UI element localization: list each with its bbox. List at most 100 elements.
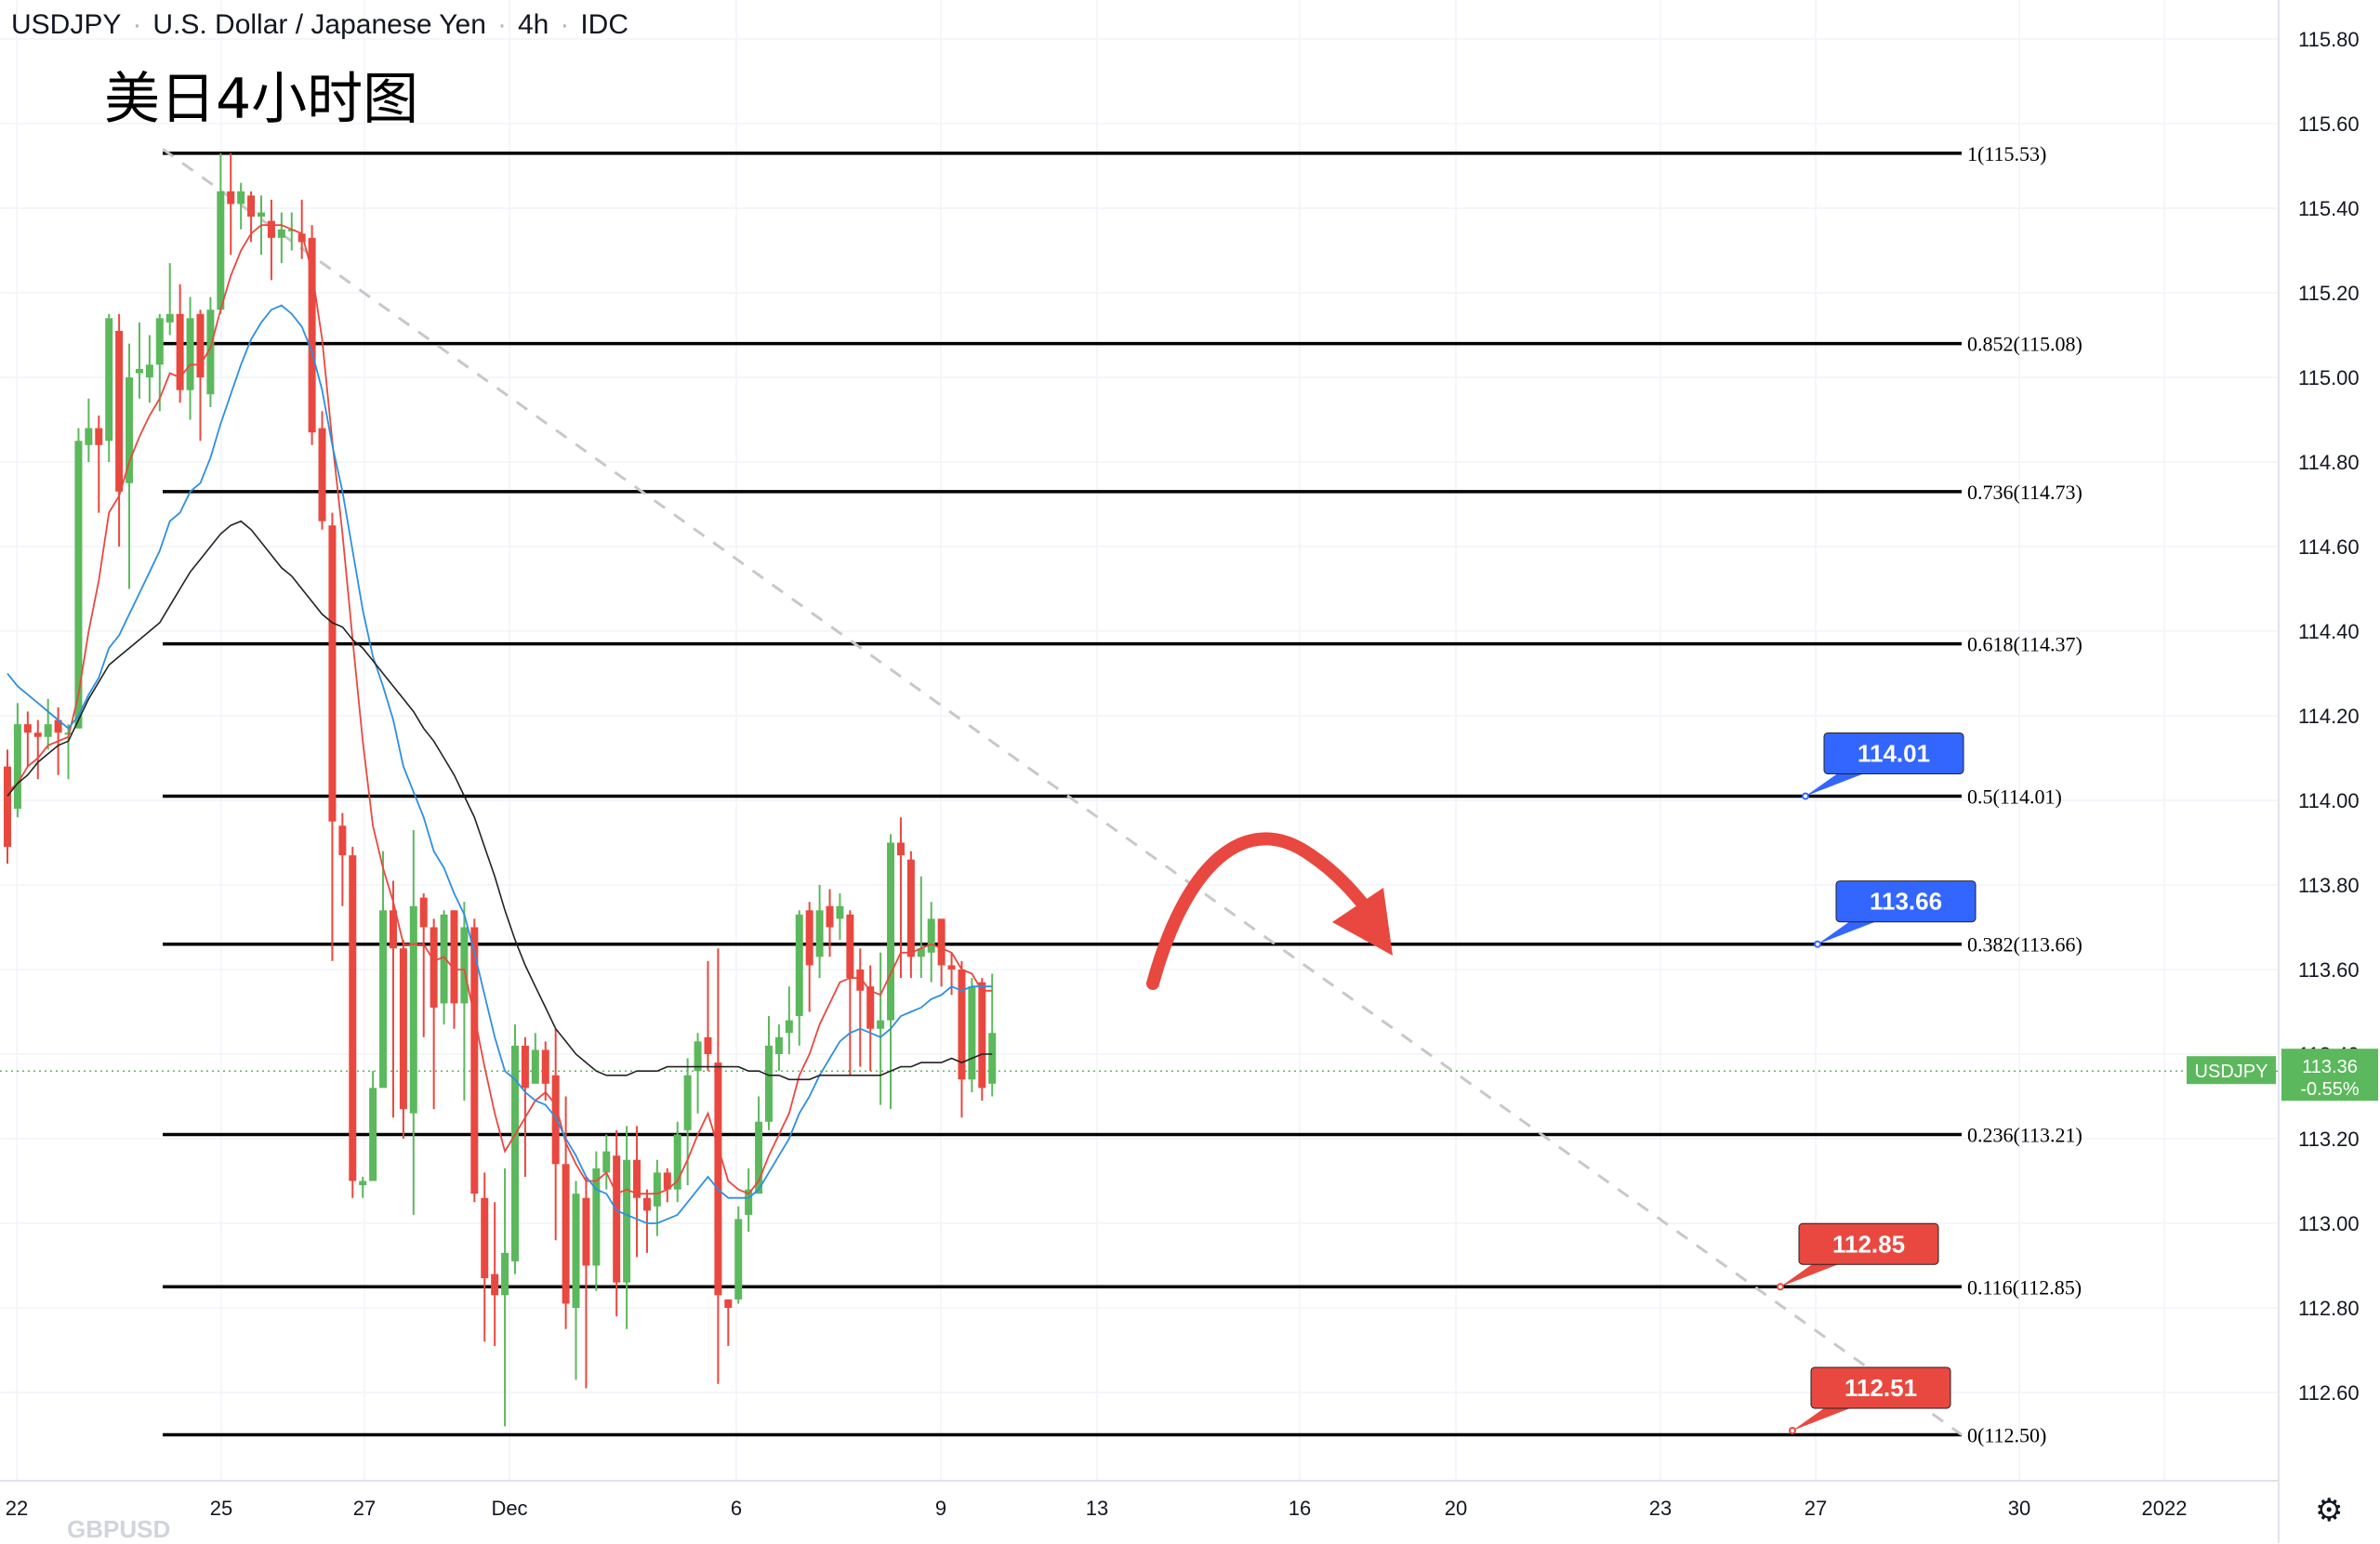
y-axis-border	[2278, 0, 2280, 1543]
price-callout[interactable]: 112.51	[1789, 1366, 1951, 1434]
candle	[277, 212, 285, 264]
price-callout[interactable]: 112.85	[1777, 1222, 1939, 1291]
time-tick-label: 22	[6, 1497, 28, 1520]
candle-body	[877, 1020, 885, 1029]
candle-body	[805, 910, 813, 966]
candle	[562, 1096, 570, 1329]
candle	[511, 1024, 519, 1274]
candle	[551, 1028, 560, 1241]
candle-body	[541, 1049, 549, 1084]
candle	[145, 335, 153, 403]
time-tick-label: Dec	[491, 1497, 527, 1520]
callout-box	[1835, 880, 1977, 923]
candle-body	[836, 905, 844, 919]
candle-body	[298, 233, 306, 243]
candle	[227, 152, 235, 256]
callout-anchor	[1789, 1426, 1796, 1434]
gear-icon[interactable]: ⚙	[2315, 1492, 2344, 1529]
candle-body	[582, 1197, 590, 1266]
candle	[33, 719, 42, 780]
candle-body	[206, 310, 215, 395]
exchange-label: IDC	[580, 9, 628, 40]
time-tick-label: 16	[1289, 1497, 1311, 1520]
candle-body	[85, 428, 93, 445]
candle-body	[887, 842, 895, 1021]
candle-body	[308, 237, 316, 433]
price-callout[interactable]: 113.66	[1814, 880, 1977, 948]
trendline[interactable]	[162, 148, 1963, 1436]
candle	[673, 1121, 681, 1203]
fib-level-label: 0.236(113.21)	[1967, 1123, 2082, 1146]
price-tag-symbol-bg	[2187, 1056, 2276, 1085]
candle-body	[247, 195, 256, 218]
candle	[349, 847, 357, 1198]
candle-body	[927, 918, 935, 953]
callout-pointer	[1792, 1407, 1850, 1431]
candle	[318, 411, 326, 530]
candle	[815, 885, 824, 979]
fibonacci-retracement[interactable]: 1(115.53) 0.852(115.08) 0.736(114.73) 0.618…	[163, 142, 2082, 1447]
price-tick-label: 113.00	[2298, 1212, 2360, 1235]
candle-body	[44, 724, 52, 737]
callout-box	[1798, 1222, 1939, 1265]
price-tick-label: 114.60	[2298, 535, 2360, 559]
candle	[836, 893, 844, 941]
candle-body	[145, 364, 153, 377]
candle-body	[673, 1134, 681, 1190]
candle-body	[917, 948, 925, 957]
time-tick-label: 20	[1445, 1497, 1467, 1520]
candle-body	[155, 318, 164, 365]
callout-label: 113.66	[1870, 888, 1942, 916]
price-tick-label: 112.60	[2298, 1381, 2360, 1405]
candle	[582, 1176, 590, 1389]
candle	[765, 1016, 773, 1130]
callout-anchor	[1814, 940, 1821, 948]
candle	[419, 893, 428, 1037]
candle-body	[115, 330, 124, 492]
candle-body	[186, 318, 194, 390]
callout-box	[1810, 1366, 1951, 1409]
candle-body	[714, 1062, 722, 1296]
candle-body	[774, 1036, 783, 1054]
price-tick-label: 113.80	[2298, 874, 2360, 897]
candle-body	[430, 927, 438, 1008]
time-tick-label: 23	[1649, 1497, 1672, 1520]
curved-arrow-drawing[interactable]	[1146, 832, 1393, 990]
candle-body	[389, 910, 397, 949]
candle-body	[176, 313, 184, 390]
candle-body	[663, 1172, 671, 1190]
interval-label[interactable]: 4h	[517, 9, 549, 40]
fib-level-label: 0.116(112.85)	[1967, 1275, 2082, 1299]
candle-body	[745, 1189, 753, 1215]
candle	[947, 952, 956, 996]
candle-body	[683, 1075, 692, 1130]
candle-body	[399, 948, 407, 1110]
candle-body	[33, 732, 42, 737]
candle-body	[237, 191, 245, 205]
candle	[4, 749, 11, 864]
candle-body	[227, 191, 235, 205]
price-tick-label: 114.00	[2298, 789, 2360, 812]
candle-body	[460, 927, 469, 1004]
price-callouts[interactable]: 114.01 113.66 112.85 112.51	[1777, 732, 1977, 1434]
time-tick-label: 27	[1805, 1497, 1827, 1520]
price-callout[interactable]: 114.01	[1802, 732, 1964, 800]
candle-body	[613, 1155, 621, 1283]
candle-body	[815, 910, 824, 957]
time-axis[interactable]: 22 25 27 Dec 6 9 13 16 20 23 27 30 2022	[6, 1497, 2188, 1520]
candle	[988, 973, 997, 1097]
moving-average-line	[7, 520, 993, 1081]
candle-body	[531, 1049, 539, 1084]
symbol-name[interactable]: USDJPY	[11, 9, 122, 40]
candle	[958, 960, 966, 1118]
fib-level-label: 1(115.53)	[1967, 142, 2046, 165]
candle	[683, 1058, 692, 1186]
candle	[369, 1071, 377, 1181]
price-axis[interactable]: 115.80 115.60 115.40 115.20 115.00 114.80 114.…	[2298, 28, 2360, 1405]
candle	[155, 313, 164, 412]
callout-pointer	[1780, 1264, 1838, 1287]
fib-level-label: 0.736(114.73)	[1967, 481, 2082, 504]
candle-body	[734, 1219, 743, 1300]
candle	[745, 1168, 753, 1233]
